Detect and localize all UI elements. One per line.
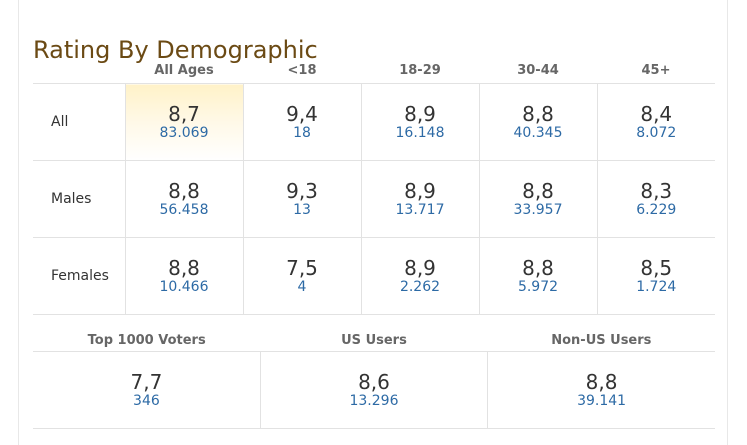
rating-value: 8,8 <box>168 179 200 203</box>
column-header: <18 <box>243 58 361 84</box>
column-header: 45+ <box>597 58 715 84</box>
header-row: Top 1000 Voters US Users Non-US Users <box>33 329 715 352</box>
rating-cell: 8,5 1.724 <box>596 237 715 315</box>
rating-value: 8,8 <box>522 256 554 280</box>
column-header: Top 1000 Voters <box>33 329 261 352</box>
rating-cell: 7,5 4 <box>242 237 361 315</box>
vote-count-link[interactable]: 13.296 <box>349 393 399 409</box>
vote-count-link[interactable]: 40.345 <box>513 125 563 141</box>
vote-count-link[interactable]: 346 <box>133 393 160 409</box>
table-row: Males 8,8 56.458 9,3 13 8,9 13.717 8,8 3… <box>33 160 715 238</box>
rating-cell: 7,7 346 <box>33 351 261 429</box>
rating-value: 7,7 <box>130 370 163 394</box>
rating-value: 9,4 <box>286 102 318 126</box>
rating-value: 8,8 <box>522 179 554 203</box>
table-row: Females 8,8 10.466 7,5 4 8,9 2.262 8,8 5… <box>33 237 715 315</box>
rating-value: 8,9 <box>404 102 436 126</box>
rating-value: 8,8 <box>168 256 200 280</box>
voter-group-table: Top 1000 Voters US Users Non-US Users 7,… <box>33 329 715 429</box>
table-row: 7,7 346 8,6 13.296 8,8 39.141 <box>33 351 715 429</box>
vote-count-link[interactable]: 5.972 <box>517 279 559 295</box>
table-row: All 8,7 83.069 9,4 18 8,9 16.148 8,8 40.… <box>33 83 715 161</box>
row-label: Males <box>33 160 125 238</box>
vote-count-link[interactable]: 56.458 <box>159 202 209 218</box>
vote-count-link[interactable]: 1.724 <box>636 279 677 295</box>
vote-count-link[interactable]: 8.072 <box>636 125 677 141</box>
vote-count-link[interactable]: 13 <box>293 202 311 218</box>
rating-cell: 8,3 6.229 <box>596 160 715 238</box>
column-header: US Users <box>260 329 488 352</box>
vote-count-link[interactable]: 16.148 <box>395 125 445 141</box>
vote-count-link[interactable]: 6.229 <box>636 202 677 218</box>
vote-count-link[interactable]: 33.957 <box>513 202 563 218</box>
rating-cell: 8,8 33.957 <box>478 160 597 238</box>
vote-count-link[interactable]: 10.466 <box>159 279 209 295</box>
rating-cell: 8,7 83.069 <box>124 83 243 161</box>
rating-cell: 9,4 18 <box>242 83 361 161</box>
column-header: 18-29 <box>361 58 479 84</box>
vote-count-link[interactable]: 83.069 <box>159 125 209 141</box>
rating-cell: 8,8 40.345 <box>478 83 597 161</box>
rating-cell: 8,9 13.717 <box>360 160 479 238</box>
rating-value: 8,9 <box>404 256 436 280</box>
rating-value: 7,5 <box>286 256 318 280</box>
rating-cell: 9,3 13 <box>242 160 361 238</box>
vote-count-link[interactable]: 18 <box>293 125 311 141</box>
rating-value: 8,3 <box>640 179 673 203</box>
rating-cell: 8,8 39.141 <box>487 351 715 429</box>
vote-count-link[interactable]: 13.717 <box>395 202 445 218</box>
column-header: 30-44 <box>479 58 597 84</box>
rating-value: 8,7 <box>168 102 200 126</box>
rating-cell: 8,9 2.262 <box>360 237 479 315</box>
rating-cell: 8,8 10.466 <box>124 237 243 315</box>
rating-value: 8,4 <box>640 102 673 126</box>
column-header: Non-US Users <box>487 329 715 352</box>
rating-value: 8,8 <box>585 370 618 394</box>
header-row: All Ages <18 18-29 30-44 45+ <box>33 58 715 84</box>
rating-value: 8,6 <box>358 370 390 394</box>
vote-count-link[interactable]: 39.141 <box>577 393 627 409</box>
vote-count-link[interactable]: 4 <box>297 279 307 295</box>
rating-cell: 8,9 16.148 <box>360 83 479 161</box>
corner-header <box>33 58 125 84</box>
column-header: All Ages <box>125 58 243 84</box>
vote-count-link[interactable]: 2.262 <box>399 279 441 295</box>
demographic-table: All Ages <18 18-29 30-44 45+ All 8,7 83.… <box>33 58 715 315</box>
rating-value: 8,8 <box>522 102 554 126</box>
rating-cell: 8,8 56.458 <box>124 160 243 238</box>
ratings-panel <box>18 0 728 445</box>
rating-value: 9,3 <box>286 179 318 203</box>
row-label: Females <box>33 237 125 315</box>
rating-cell: 8,6 13.296 <box>259 351 488 429</box>
rating-cell: 8,4 8.072 <box>596 83 715 161</box>
rating-cell: 8,8 5.972 <box>478 237 597 315</box>
rating-value: 8,5 <box>640 256 673 280</box>
row-label: All <box>33 83 125 161</box>
rating-value: 8,9 <box>404 179 436 203</box>
